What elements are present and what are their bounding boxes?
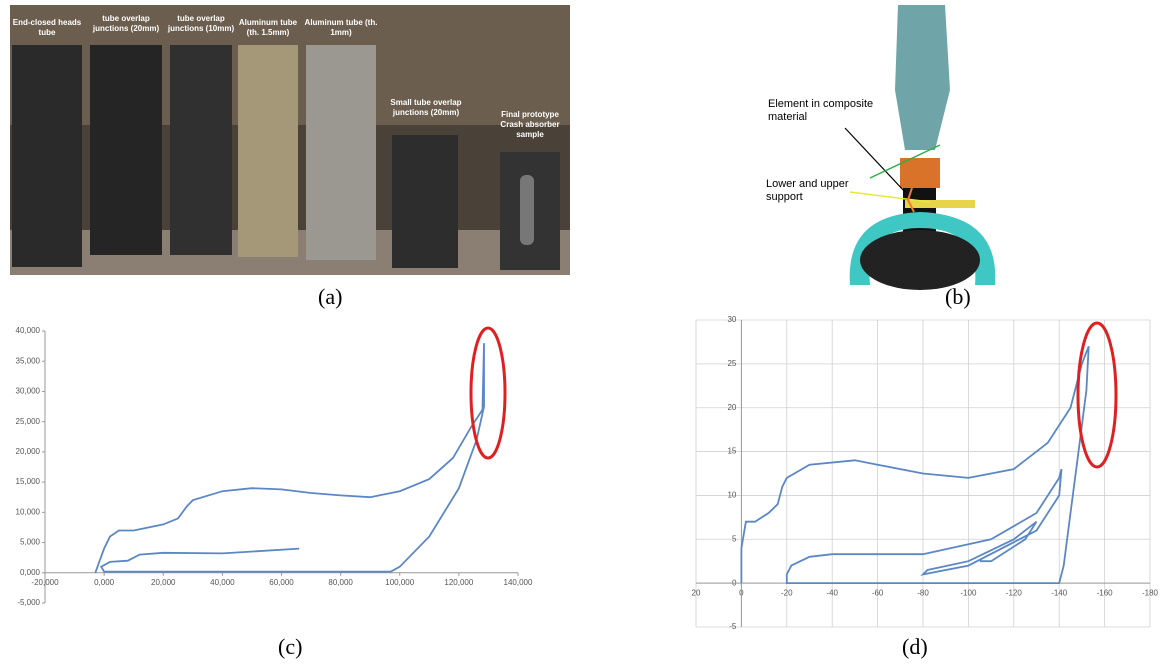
y-tick-label: 30,000 <box>16 387 41 396</box>
x-tick-label: -120 <box>1006 588 1023 597</box>
y-tick-label: 35,000 <box>16 356 41 365</box>
y-tick-label: 30 <box>727 315 736 324</box>
photo-label: tube overlap junctions (10mm) <box>167 14 235 33</box>
photo-label: Aluminum tube (th. 1.5mm) <box>238 18 298 37</box>
photo-label: End-closed heads tube <box>12 18 82 37</box>
x-tick-label: -60 <box>872 588 884 597</box>
y-tick-label: 5,000 <box>20 538 41 547</box>
callout-label: Lower and upper support <box>766 178 849 203</box>
y-tick-label: 15,000 <box>16 477 41 486</box>
callout-label: Element in composite material <box>768 98 874 123</box>
y-tick-label: -5,000 <box>17 598 40 607</box>
x-tick-label: -160 <box>1097 588 1114 597</box>
y-tick-label: 10 <box>727 491 736 500</box>
y-tick-label: 5 <box>732 534 737 543</box>
highlight-ellipse <box>1076 321 1118 469</box>
y-tick-label: -5 <box>729 622 737 631</box>
x-tick-label: 20 <box>692 588 701 597</box>
x-tick-label: 20,000 <box>151 578 176 587</box>
x-tick-label: -80 <box>917 588 929 597</box>
x-tick-label: 40,000 <box>210 578 235 587</box>
y-tick-label: 0,000 <box>20 568 41 577</box>
x-tick-label: 100,000 <box>385 578 414 587</box>
x-tick-label: -140 <box>1051 588 1068 597</box>
photo-label: Small tube overlap junctions (20mm) <box>390 98 462 117</box>
y-tick-label: 20 <box>727 403 736 412</box>
photo-label: Final prototype Crash absorber sample <box>500 110 560 139</box>
caption: (b) <box>945 284 971 309</box>
y-tick-label: 40,000 <box>16 326 41 335</box>
photo-label: tube overlap junctions (20mm) <box>92 14 160 33</box>
data-line <box>740 345 1090 584</box>
x-tick-label: -20 <box>781 588 793 597</box>
highlight-ellipse <box>469 326 507 460</box>
x-tick-label: -100 <box>960 588 977 597</box>
y-tick-label: 25 <box>727 359 736 368</box>
caption: (d) <box>902 634 928 659</box>
data-line <box>94 343 485 574</box>
x-tick-label: 80,000 <box>328 578 353 587</box>
x-tick-label: 140,000 <box>504 578 533 587</box>
x-tick-label: 60,000 <box>269 578 294 587</box>
y-tick-label: 20,000 <box>16 447 41 456</box>
y-tick-label: 10,000 <box>16 507 41 516</box>
caption: (a) <box>318 284 343 309</box>
x-tick-label: -40 <box>826 588 838 597</box>
y-tick-label: 15 <box>727 447 736 456</box>
caption: (c) <box>278 634 303 659</box>
render-b <box>844 5 996 290</box>
x-tick-label: 120,000 <box>444 578 473 587</box>
x-tick-label: -180 <box>1142 588 1159 597</box>
photo-label: Aluminum tube (th. 1mm) <box>304 18 378 37</box>
x-tick-label: 0,000 <box>94 578 115 587</box>
y-tick-label: 25,000 <box>16 417 41 426</box>
photo-a <box>10 5 570 275</box>
